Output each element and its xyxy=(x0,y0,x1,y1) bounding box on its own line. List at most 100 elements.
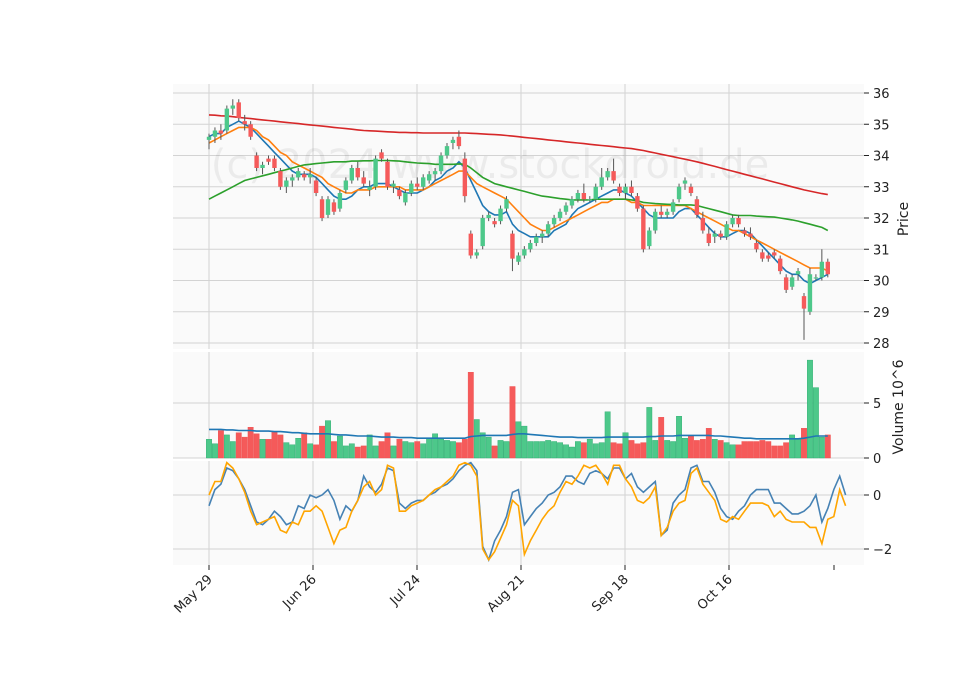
volume-bar xyxy=(319,425,325,459)
volume-bar xyxy=(295,438,302,459)
candle-body xyxy=(498,208,503,222)
candle-body xyxy=(385,161,390,187)
candle-body xyxy=(742,230,747,234)
volume-bar xyxy=(206,439,212,459)
price-ma-line-4 xyxy=(208,114,828,196)
candle-body xyxy=(748,233,753,237)
volume-bar xyxy=(247,427,254,459)
candle-body xyxy=(700,218,706,231)
candle-body xyxy=(706,233,711,243)
candle-body xyxy=(545,224,551,234)
candle-body xyxy=(575,193,581,200)
candle-body xyxy=(635,196,640,209)
price-tick-label: 28 xyxy=(873,337,890,352)
oscillator-line-2 xyxy=(208,461,847,562)
candle-body xyxy=(397,189,402,197)
candle-body xyxy=(480,218,485,247)
candle-body xyxy=(819,261,825,278)
volume-bar xyxy=(824,434,831,459)
volume-bar xyxy=(771,445,778,459)
volume-bar xyxy=(426,438,433,459)
volume-bar xyxy=(229,441,236,459)
oscillator-lines xyxy=(208,461,847,563)
volume-bar xyxy=(682,438,688,459)
volume-bar xyxy=(705,428,712,459)
volume-bar xyxy=(813,387,819,459)
candle-body xyxy=(504,199,509,209)
volume-bar xyxy=(438,439,444,459)
candle-body xyxy=(557,211,563,218)
volume-bar xyxy=(640,442,647,459)
candle-body xyxy=(789,277,795,287)
volume-bar xyxy=(676,416,682,459)
volume-bar xyxy=(711,439,718,459)
volume-bar xyxy=(450,441,456,459)
volume-bar xyxy=(753,441,760,459)
candle-body xyxy=(337,193,343,209)
volume-bar xyxy=(652,440,659,459)
x-tick-label: Oct 16 xyxy=(695,572,736,613)
volume-bar xyxy=(301,432,308,459)
candle-body xyxy=(486,214,491,218)
candle-body xyxy=(391,183,396,187)
candle-body xyxy=(772,252,777,256)
volume-bar xyxy=(539,441,546,459)
volume-bar xyxy=(586,439,593,459)
candle-body xyxy=(403,193,408,203)
candle-body xyxy=(724,224,729,237)
volume-bar xyxy=(557,442,563,459)
volume-bar xyxy=(408,442,415,459)
volume-bar xyxy=(212,443,218,459)
candle-body xyxy=(676,186,682,200)
candle-body xyxy=(522,249,527,256)
volume-bar xyxy=(366,434,373,459)
candle-body xyxy=(242,121,247,125)
volume-bar xyxy=(789,434,796,459)
candle-body xyxy=(361,177,366,184)
volume-bar xyxy=(354,446,361,459)
volume-bar xyxy=(485,436,492,459)
volume-bar xyxy=(283,442,290,459)
candle-body xyxy=(236,102,241,118)
oscillator-panel: −2 0 xyxy=(173,461,892,565)
price-y-axis-label: Price xyxy=(896,202,912,236)
volume-bar xyxy=(747,441,754,459)
candle-body xyxy=(528,243,533,250)
volume-bar xyxy=(337,435,343,459)
candle-body xyxy=(349,168,354,181)
candle-body xyxy=(343,180,349,190)
candle-body xyxy=(421,177,426,187)
candle-body xyxy=(224,108,230,131)
volume-bar xyxy=(569,446,575,459)
volume-bar xyxy=(688,435,694,459)
candle-body xyxy=(254,155,259,168)
candle-body xyxy=(581,193,587,200)
volume-bar xyxy=(509,386,516,459)
candle-body xyxy=(510,233,515,259)
volume-bar xyxy=(741,441,748,459)
volume-bar xyxy=(259,439,266,459)
volume-bar xyxy=(533,441,540,459)
volume-bar xyxy=(473,419,480,459)
price-ma-line-3 xyxy=(208,159,829,232)
volume-bar xyxy=(801,428,807,459)
price-tick-label: 31 xyxy=(873,243,890,258)
volume-bar xyxy=(271,431,278,459)
volume-bar xyxy=(396,439,403,459)
volume-bar xyxy=(795,439,801,459)
oscillator-line-1 xyxy=(208,461,847,563)
volume-bar xyxy=(325,420,331,459)
candle-body xyxy=(712,233,717,237)
volume-bar xyxy=(360,445,367,459)
candle-body xyxy=(694,199,700,215)
volume-bar xyxy=(384,432,391,459)
volume-y-tick-labels: 05 xyxy=(864,397,881,467)
price-tick-label: 29 xyxy=(873,306,890,321)
volume-bar xyxy=(818,436,825,459)
volume-bar xyxy=(777,445,784,459)
candle-body xyxy=(296,171,301,178)
x-tick-label: Aug 21 xyxy=(485,572,528,615)
volume-bar xyxy=(378,441,385,459)
candle-body xyxy=(492,221,497,225)
candle-body xyxy=(795,271,801,275)
